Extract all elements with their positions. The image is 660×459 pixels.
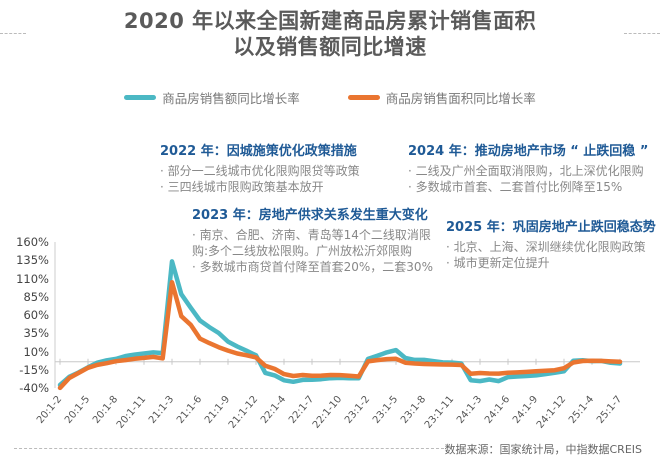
chart-title-line1: 2020 年以来全国新建商品房累计销售面积 — [123, 9, 537, 33]
annotation-bullet: · 城市更新定位提升 — [446, 256, 550, 270]
annotation-heading: 2024 年：推动房地产市场 “ 止跌回稳 ” — [408, 144, 649, 159]
annotation-bullet: · 南京、合肥、济南、青岛等14个二线取消限 — [192, 228, 431, 242]
y-tick-label: 160% — [16, 235, 49, 249]
annotation-bullet: · 多数城市首套、二套首付比例降至15% — [408, 180, 623, 194]
annotation-bullet: · 多数城市商贷首付降至首套20%，二套30% — [192, 260, 433, 274]
annotation-bullet: · 北京、上海、深圳继续优化限购政策 — [446, 240, 646, 254]
data-source: 数据来源：国家统计局，中指数据CREIS — [444, 443, 643, 456]
legend-label: 商品房销售面积同比增长率 — [385, 91, 536, 106]
y-tick-label: 35% — [23, 326, 49, 341]
annotation-2024: 2024 年：推动房地产市场 “ 止跌回稳 ” · 二线及广州全面取消限购，北上… — [408, 144, 648, 195]
legend-item-sales-amount[interactable]: 商品房销售额同比增长率 — [124, 88, 300, 107]
annotation-bullet: · 二线及广州全面取消限购，北上深优化限购 — [408, 164, 644, 178]
legend-swatch-teal — [124, 95, 157, 100]
title-dash-right — [624, 33, 660, 34]
legend-item-sales-area[interactable]: 商品房销售面积同比增长率 — [347, 88, 536, 107]
series-sales-amount-line — [57, 259, 623, 388]
legend-swatch-orange — [347, 95, 380, 100]
chart-title-line2: 以及销售额同比增速 — [233, 35, 427, 59]
annotation-bullet: 购:多个二线放松限购。广州放松沂郊限购 — [192, 244, 413, 258]
annotation-2023: 2023 年：房地产供求关系发生重大变化 · 南京、合肥、济南、青岛等14个二线… — [192, 208, 433, 275]
series-sales-area-line — [57, 279, 623, 391]
annotation-heading: 2025 年：巩固房地产止跌回稳态势 — [446, 220, 656, 235]
y-tick-label: 10% — [23, 344, 49, 359]
legend: 商品房销售额同比增长率 商品房销售面积同比增长率 — [0, 88, 660, 107]
annotation-heading: 2022 年：因城施策优化政策措施 — [160, 144, 357, 159]
annotation-heading: 2023 年：房地产供求关系发生重大变化 — [192, 208, 428, 223]
y-tick-label: -15% — [19, 362, 49, 377]
y-tick-label: 110% — [16, 271, 49, 286]
annotation-2022: 2022 年：因城施策优化政策措施 · 部分一二线城市优化限购限贷等政策 · 三… — [160, 144, 360, 195]
annotation-bullet: · 三四线城市限购政策基本放开 — [160, 180, 324, 194]
annotation-2025: 2025 年：巩固房地产止跌回稳态势 · 北京、上海、深圳继续优化限购政策 · … — [446, 220, 656, 271]
y-tick-label: 60% — [23, 308, 49, 322]
annotation-bullet: · 部分一二线城市优化限购限贷等政策 — [160, 164, 360, 178]
y-tick-label: 85% — [23, 289, 49, 304]
y-tick-label: -40% — [19, 381, 49, 395]
chart-title: 2020 年以来全国新建商品房累计销售面积 以及销售额同比增速 — [0, 8, 660, 60]
title-dash-left — [0, 33, 26, 34]
source-dash — [14, 448, 444, 449]
y-tick-label: 135% — [16, 253, 49, 268]
legend-label: 商品房销售额同比增长率 — [162, 91, 300, 106]
